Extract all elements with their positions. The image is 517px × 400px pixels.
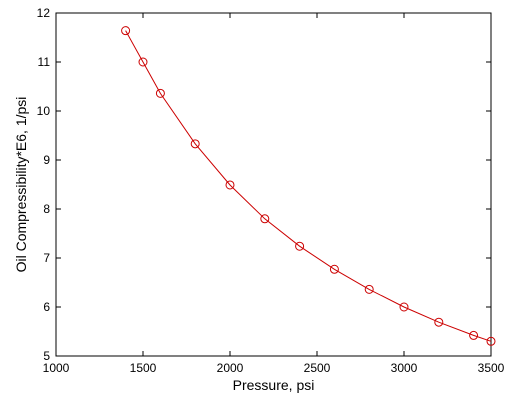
data-point [434,317,444,327]
x-axis-label: Pressure, psi [233,377,315,393]
x-tick-label: 1500 [130,361,157,375]
y-tick-label: 10 [37,104,51,118]
y-tick-label: 7 [43,251,50,265]
y-tick-label: 8 [43,202,50,216]
y-tick-label: 11 [38,55,51,69]
data-point [364,284,374,294]
data-point [260,214,270,224]
x-tick-label: 1000 [43,361,70,375]
series-group [121,26,496,346]
data-point [469,330,479,340]
axis-ticks: 1000 1500 2000 2500 3000 3500 5 6 7 8 9 10 11 12 [37,6,505,375]
data-point [486,336,496,346]
x-tick-label: 2500 [304,361,331,375]
x-tick-label: 2000 [217,361,244,375]
data-point [155,88,165,98]
x-tick-label: 3000 [391,361,418,375]
data-point [121,26,131,36]
series-line [125,30,492,342]
data-point [399,302,409,312]
y-tick-label: 5 [43,349,50,363]
data-point [190,139,200,149]
plot-area [55,12,492,357]
data-point [295,241,305,251]
data-point [329,264,339,274]
y-tick-label: 12 [37,6,51,20]
y-tick-label: 6 [43,300,50,314]
y-axis-label: Oil Compressibility*E6, 1/psi [13,97,29,273]
x-tick-label: 3500 [478,361,505,375]
data-point [225,180,235,190]
y-tick-label: 9 [43,153,50,167]
data-point [138,57,148,67]
